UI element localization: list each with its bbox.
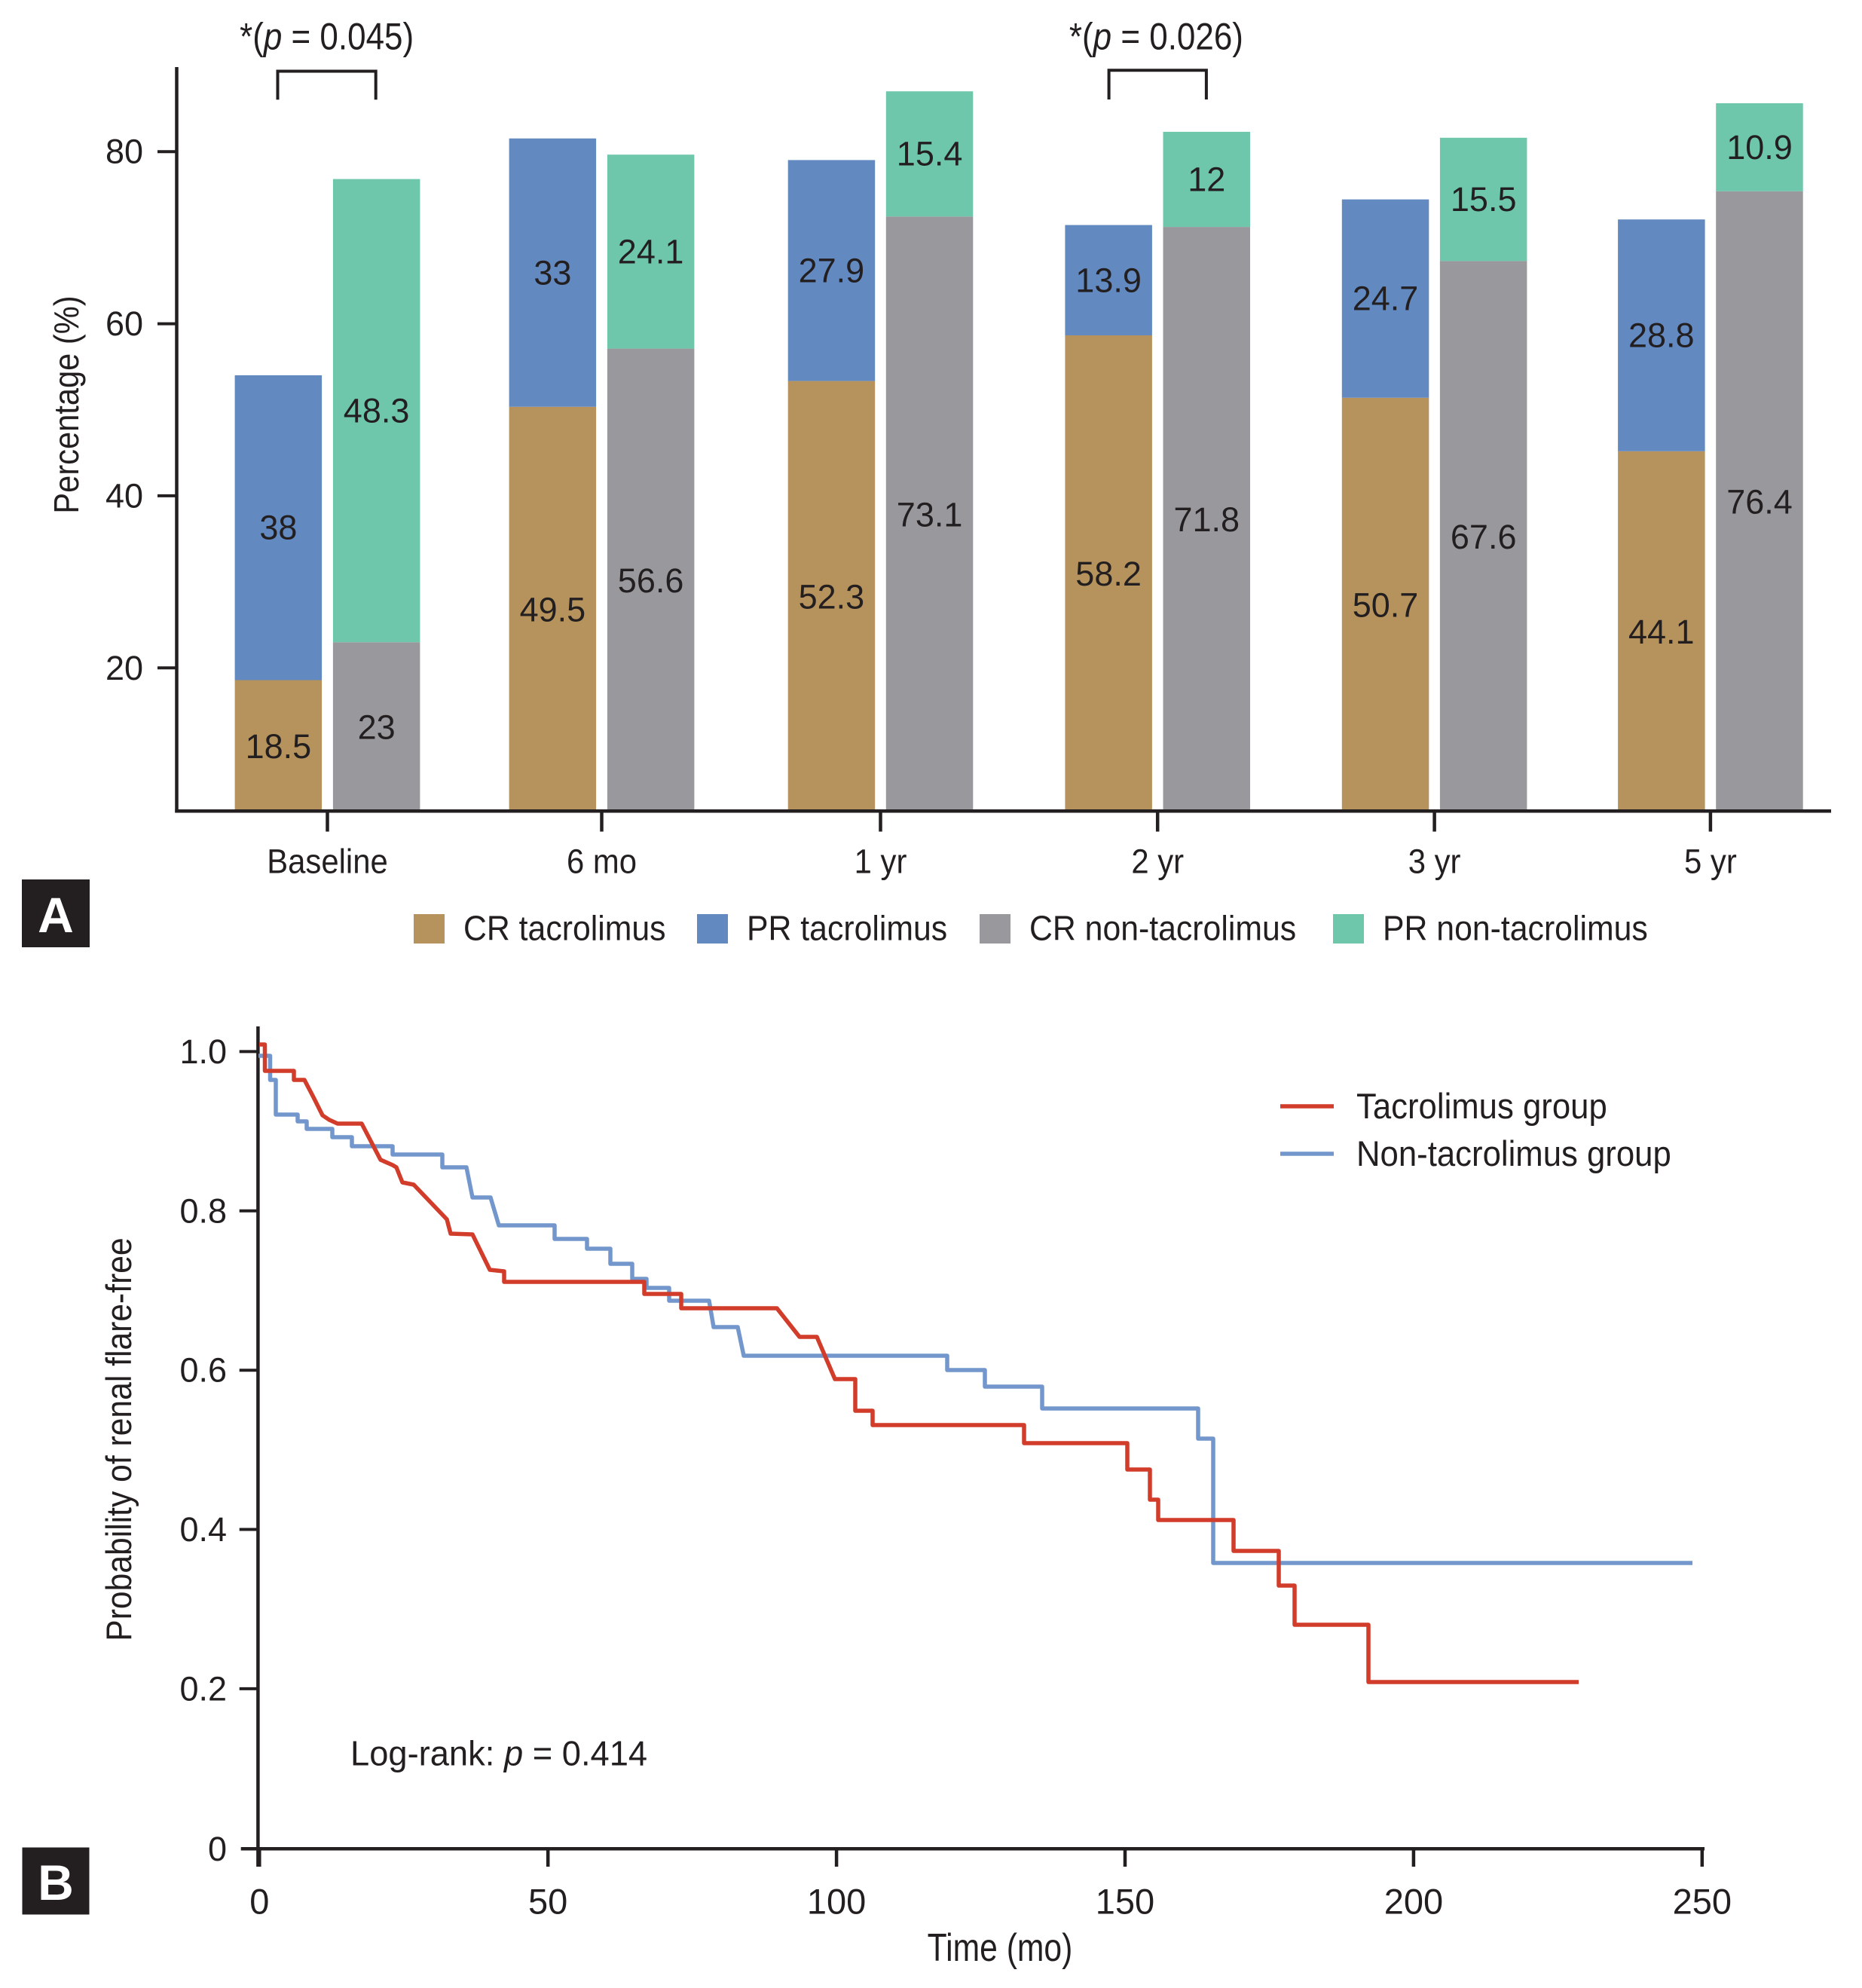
svg-text:Log-rank: p = 0.414: Log-rank: p = 0.414 bbox=[350, 1734, 647, 1772]
svg-text:Probability of renal flare-fre: Probability of renal flare-free bbox=[99, 1237, 139, 1641]
svg-text:A: A bbox=[38, 887, 74, 943]
svg-text:56.6: 56.6 bbox=[618, 561, 684, 600]
svg-text:200: 200 bbox=[1384, 1882, 1443, 1922]
svg-text:80: 80 bbox=[105, 133, 143, 171]
svg-text:PR tacrolimus: PR tacrolimus bbox=[747, 910, 947, 948]
svg-text:CR non-tacrolimus: CR non-tacrolimus bbox=[1029, 910, 1296, 948]
svg-text:23: 23 bbox=[358, 708, 396, 747]
svg-text:49.5: 49.5 bbox=[520, 591, 586, 629]
svg-text:250: 250 bbox=[1673, 1882, 1732, 1922]
svg-text:67.6: 67.6 bbox=[1451, 518, 1517, 556]
svg-text:1.0: 1.0 bbox=[179, 1032, 227, 1071]
svg-text:50: 50 bbox=[528, 1882, 567, 1922]
svg-text:15.5: 15.5 bbox=[1451, 180, 1517, 219]
svg-text:2 yr: 2 yr bbox=[1131, 843, 1184, 881]
svg-text:44.1: 44.1 bbox=[1628, 613, 1695, 651]
svg-text:28.8: 28.8 bbox=[1628, 317, 1695, 355]
svg-text:Time (mo): Time (mo) bbox=[928, 1926, 1073, 1970]
svg-text:*(p = 0.026): *(p = 0.026) bbox=[1069, 15, 1243, 57]
svg-text:3 yr: 3 yr bbox=[1408, 843, 1461, 881]
svg-text:60: 60 bbox=[105, 304, 143, 343]
svg-text:5 yr: 5 yr bbox=[1684, 843, 1737, 881]
svg-text:18.5: 18.5 bbox=[246, 727, 312, 766]
svg-text:0.2: 0.2 bbox=[179, 1669, 227, 1708]
svg-text:27.9: 27.9 bbox=[799, 252, 865, 290]
svg-text:24.7: 24.7 bbox=[1353, 280, 1419, 318]
svg-text:10.9: 10.9 bbox=[1726, 128, 1793, 167]
svg-text:B: B bbox=[38, 1855, 74, 1910]
svg-text:38: 38 bbox=[259, 509, 297, 547]
svg-text:6 mo: 6 mo bbox=[567, 843, 637, 881]
svg-text:33: 33 bbox=[534, 253, 571, 292]
svg-text:40: 40 bbox=[105, 476, 143, 515]
svg-text:Non-tacrolimus group: Non-tacrolimus group bbox=[1356, 1134, 1671, 1174]
svg-text:48.3: 48.3 bbox=[344, 391, 410, 430]
svg-text:0.4: 0.4 bbox=[179, 1510, 227, 1549]
svg-text:50.7: 50.7 bbox=[1353, 586, 1419, 625]
svg-text:0.8: 0.8 bbox=[179, 1191, 227, 1230]
svg-text:0: 0 bbox=[208, 1830, 227, 1868]
svg-text:24.1: 24.1 bbox=[618, 232, 684, 271]
svg-text:0: 0 bbox=[249, 1882, 269, 1922]
svg-text:12: 12 bbox=[1188, 161, 1225, 199]
svg-text:Baseline: Baseline bbox=[267, 843, 387, 881]
svg-text:1 yr: 1 yr bbox=[855, 843, 907, 881]
svg-text:58.2: 58.2 bbox=[1075, 555, 1142, 593]
svg-text:0.6: 0.6 bbox=[179, 1351, 227, 1390]
svg-text:PR non-tacrolimus: PR non-tacrolimus bbox=[1383, 910, 1648, 948]
svg-text:20: 20 bbox=[105, 649, 143, 687]
svg-text:15.4: 15.4 bbox=[897, 135, 963, 173]
svg-text:52.3: 52.3 bbox=[799, 578, 865, 616]
svg-text:CR tacrolimus: CR tacrolimus bbox=[463, 910, 666, 948]
svg-text:150: 150 bbox=[1096, 1882, 1154, 1922]
svg-text:Tacrolimus group: Tacrolimus group bbox=[1356, 1087, 1607, 1127]
svg-text:13.9: 13.9 bbox=[1075, 261, 1142, 299]
svg-text:73.1: 73.1 bbox=[897, 495, 963, 534]
svg-text:100: 100 bbox=[807, 1882, 866, 1922]
svg-text:76.4: 76.4 bbox=[1726, 483, 1793, 521]
svg-text:*(p = 0.045): *(p = 0.045) bbox=[240, 15, 414, 57]
svg-text:Percentage (%): Percentage (%) bbox=[47, 295, 86, 513]
svg-text:71.8: 71.8 bbox=[1174, 500, 1240, 539]
